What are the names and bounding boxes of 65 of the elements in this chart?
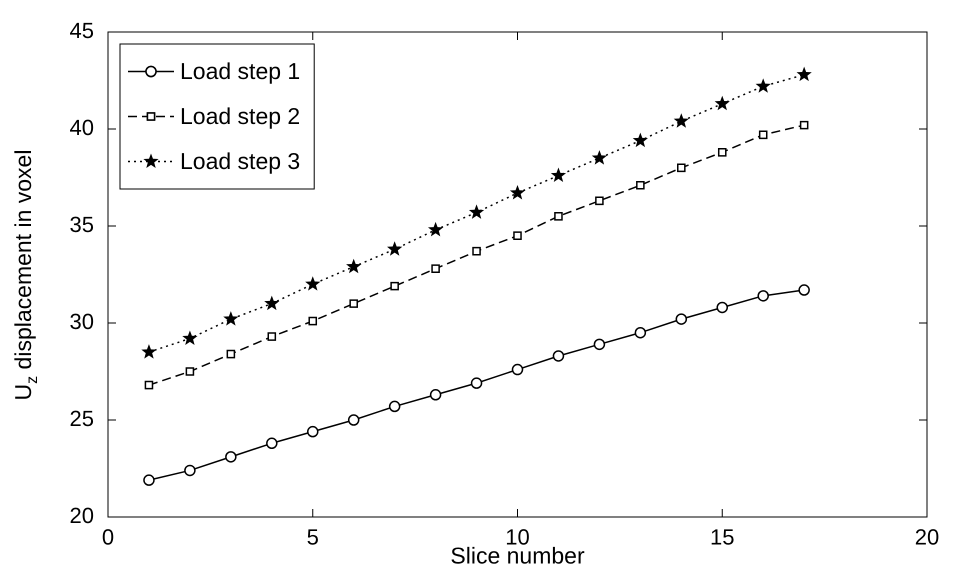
point: [182, 330, 198, 345]
point: [636, 180, 645, 190]
point: [468, 204, 484, 219]
point: [554, 212, 563, 221]
x-tick-label: 20: [914, 524, 940, 550]
y-tick-label: 45: [70, 18, 94, 44]
point: [595, 196, 604, 206]
legend-label: Load step 1: [180, 58, 300, 84]
point: [349, 299, 358, 308]
point: [716, 302, 728, 314]
point: [144, 380, 154, 390]
point: [550, 168, 566, 182]
point: [225, 451, 237, 463]
x-tick-label: 15: [710, 524, 734, 550]
point: [552, 350, 564, 362]
point: [307, 426, 318, 438]
point: [387, 241, 402, 256]
point: [305, 276, 320, 291]
point: [676, 313, 688, 325]
point: [674, 113, 689, 128]
point: [223, 311, 238, 326]
point: [348, 414, 360, 426]
point: [714, 96, 730, 110]
point: [431, 264, 440, 273]
point: [677, 164, 686, 172]
point: [800, 120, 808, 130]
y-tick-label: 40: [70, 115, 94, 140]
point: [796, 66, 812, 82]
point: [513, 231, 522, 240]
y-tick-label: 25: [70, 406, 94, 432]
legend-label: Load step 3: [180, 148, 300, 174]
point: [510, 185, 526, 200]
point: [143, 474, 155, 486]
point: [390, 282, 399, 290]
point: [756, 78, 771, 93]
point: [594, 338, 606, 350]
legend-label: Load step 2: [180, 102, 300, 129]
point: [186, 367, 194, 376]
y-tick-label: 35: [70, 212, 94, 238]
point: [718, 148, 727, 157]
point: [266, 438, 278, 450]
point: [226, 350, 236, 358]
point: [184, 464, 196, 476]
point: [757, 290, 769, 302]
point: [592, 150, 608, 165]
point: [308, 316, 318, 326]
point: [632, 132, 648, 148]
y-tick-label: 30: [70, 309, 94, 334]
point: [264, 296, 280, 310]
point: [470, 377, 482, 389]
point: [388, 400, 400, 412]
point: [634, 326, 646, 338]
point: [512, 364, 524, 376]
point: [798, 284, 810, 296]
point: [472, 246, 481, 256]
x-tick-label: 5: [306, 524, 319, 550]
x-tick-label: 0: [102, 524, 114, 550]
point: [758, 130, 768, 140]
x-tick-label: 10: [505, 524, 530, 550]
y-tick-label: 20: [70, 503, 94, 528]
point: [346, 258, 362, 274]
point: [141, 344, 157, 359]
point: [428, 222, 444, 236]
point: [430, 389, 442, 401]
point: [268, 332, 276, 341]
